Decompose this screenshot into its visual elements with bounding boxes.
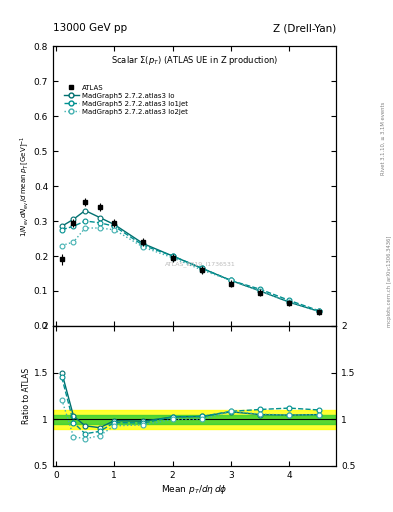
MadGraph5 2.7.2.atlas3 lo1jet — [59, 227, 64, 233]
MadGraph5 2.7.2.atlas3 lo — [97, 215, 102, 221]
Bar — [53, 415, 336, 424]
Text: ATLAS_2019_I1736531: ATLAS_2019_I1736531 — [165, 262, 235, 267]
MadGraph5 2.7.2.atlas3 lo2jet — [229, 278, 233, 284]
MadGraph5 2.7.2.atlas3 lo — [112, 221, 117, 227]
MadGraph5 2.7.2.atlas3 lo2jet — [83, 225, 88, 231]
MadGraph5 2.7.2.atlas3 lo2jet — [200, 267, 204, 273]
MadGraph5 2.7.2.atlas3 lo — [258, 288, 263, 294]
MadGraph5 2.7.2.atlas3 lo2jet — [71, 239, 76, 245]
Line: MadGraph5 2.7.2.atlas3 lo1jet: MadGraph5 2.7.2.atlas3 lo1jet — [59, 219, 321, 313]
MadGraph5 2.7.2.atlas3 lo — [71, 216, 76, 222]
MadGraph5 2.7.2.atlas3 lo1jet — [200, 265, 204, 271]
MadGraph5 2.7.2.atlas3 lo — [287, 299, 292, 305]
MadGraph5 2.7.2.atlas3 lo — [83, 207, 88, 214]
MadGraph5 2.7.2.atlas3 lo2jet — [287, 299, 292, 305]
Text: Scalar $\Sigma(p_T)$ (ATLAS UE in Z production): Scalar $\Sigma(p_T)$ (ATLAS UE in Z prod… — [111, 54, 278, 68]
Legend: ATLAS, MadGraph5 2.7.2.atlas3 lo, MadGraph5 2.7.2.atlas3 lo1jet, MadGraph5 2.7.2: ATLAS, MadGraph5 2.7.2.atlas3 lo, MadGra… — [62, 83, 189, 116]
Text: 13000 GeV pp: 13000 GeV pp — [53, 23, 127, 33]
Y-axis label: Ratio to ATLAS: Ratio to ATLAS — [22, 368, 31, 424]
Line: MadGraph5 2.7.2.atlas3 lo2jet: MadGraph5 2.7.2.atlas3 lo2jet — [59, 226, 321, 314]
MadGraph5 2.7.2.atlas3 lo — [200, 265, 204, 271]
Y-axis label: $1/N_{\rm ev}\,dN_{\rm ev}/d\,{\rm mean}\,p_T\,[\rm GeV]^{-1}$: $1/N_{\rm ev}\,dN_{\rm ev}/d\,{\rm mean}… — [18, 135, 31, 237]
X-axis label: Mean $p_T/d\eta\,d\phi$: Mean $p_T/d\eta\,d\phi$ — [161, 482, 228, 496]
Line: MadGraph5 2.7.2.atlas3 lo: MadGraph5 2.7.2.atlas3 lo — [59, 208, 321, 314]
MadGraph5 2.7.2.atlas3 lo2jet — [170, 254, 175, 261]
MadGraph5 2.7.2.atlas3 lo — [170, 253, 175, 259]
MadGraph5 2.7.2.atlas3 lo1jet — [170, 253, 175, 259]
MadGraph5 2.7.2.atlas3 lo2jet — [97, 225, 102, 231]
MadGraph5 2.7.2.atlas3 lo2jet — [316, 308, 321, 314]
MadGraph5 2.7.2.atlas3 lo1jet — [83, 218, 88, 224]
MadGraph5 2.7.2.atlas3 lo1jet — [97, 220, 102, 226]
MadGraph5 2.7.2.atlas3 lo — [59, 223, 64, 229]
Text: Z (Drell-Yan): Z (Drell-Yan) — [273, 23, 336, 33]
Text: Rivet 3.1.10, ≥ 3.1M events: Rivet 3.1.10, ≥ 3.1M events — [381, 101, 386, 175]
MadGraph5 2.7.2.atlas3 lo1jet — [71, 223, 76, 229]
Bar — [53, 410, 336, 429]
MadGraph5 2.7.2.atlas3 lo1jet — [258, 286, 263, 292]
MadGraph5 2.7.2.atlas3 lo2jet — [59, 243, 64, 249]
MadGraph5 2.7.2.atlas3 lo2jet — [112, 227, 117, 233]
MadGraph5 2.7.2.atlas3 lo1jet — [287, 297, 292, 304]
MadGraph5 2.7.2.atlas3 lo — [229, 278, 233, 284]
MadGraph5 2.7.2.atlas3 lo2jet — [141, 244, 146, 250]
MadGraph5 2.7.2.atlas3 lo1jet — [141, 243, 146, 249]
MadGraph5 2.7.2.atlas3 lo2jet — [258, 288, 263, 294]
MadGraph5 2.7.2.atlas3 lo1jet — [112, 223, 117, 229]
MadGraph5 2.7.2.atlas3 lo1jet — [229, 278, 233, 284]
MadGraph5 2.7.2.atlas3 lo1jet — [316, 308, 321, 314]
MadGraph5 2.7.2.atlas3 lo — [141, 241, 146, 247]
Text: mcplots.cern.ch [arXiv:1306.3436]: mcplots.cern.ch [arXiv:1306.3436] — [387, 236, 391, 327]
MadGraph5 2.7.2.atlas3 lo — [316, 308, 321, 314]
